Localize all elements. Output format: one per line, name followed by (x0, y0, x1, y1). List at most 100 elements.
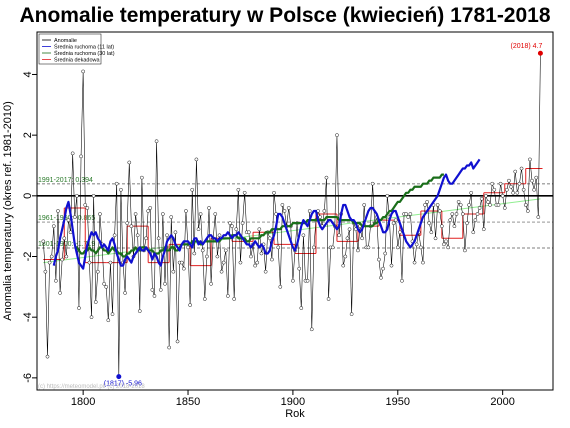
anomaly-line (43, 53, 541, 377)
anomaly-point (167, 345, 171, 350)
anomaly-point (490, 181, 494, 186)
anomaly-point (51, 224, 56, 228)
anomaly-point (54, 278, 58, 283)
anomaly-point (276, 245, 281, 250)
anomaly-point (127, 160, 132, 165)
anomaly-point (398, 230, 402, 235)
anomaly-point (79, 154, 83, 159)
anomaly-point (507, 178, 511, 183)
anomaly-point (200, 248, 205, 253)
anomaly-point (209, 281, 213, 286)
anomaly-point (280, 203, 285, 207)
anomaly-point (425, 200, 429, 204)
y-tick-label: -4 (22, 312, 34, 322)
anomaly-point (110, 312, 115, 316)
anomaly-point (391, 221, 396, 225)
anomaly-point (408, 212, 413, 216)
anomaly-point (362, 203, 367, 207)
anomaly-point (102, 281, 106, 286)
anomaly-point (379, 275, 383, 280)
anomaly-point (93, 300, 98, 304)
axes: 1800 1850 1900 1950 2000 -6 -4 -2 0 2 4 Rok Anomalia… (2, 31, 554, 420)
anomaly-point (66, 218, 71, 222)
anomaly-point (414, 242, 419, 247)
anomaly-point (238, 260, 243, 265)
anomaly-point (108, 260, 113, 265)
anomaly-point (389, 263, 394, 268)
anomaly-point (215, 254, 220, 259)
legend-box (38, 33, 102, 65)
anomaly-point (528, 157, 532, 162)
anomaly-point (427, 221, 432, 225)
anomaly-point (452, 224, 457, 228)
anomaly-point (385, 194, 390, 198)
anomaly-point (454, 212, 459, 216)
anomaly-point (156, 236, 161, 241)
anomaly-layer (41, 51, 543, 379)
anomaly-point (477, 206, 482, 210)
anomaly-point (442, 242, 446, 247)
anomaly-point (106, 318, 111, 323)
anomaly-point (513, 169, 518, 174)
legend-entry: Anomalie (54, 38, 77, 44)
anomaly-point (502, 206, 507, 210)
ma30-layer (74, 173, 444, 258)
anomaly-point (83, 203, 88, 207)
anomaly-point (219, 269, 224, 274)
anomaly-point (148, 206, 153, 210)
anomaly-point (307, 209, 312, 213)
anomaly-point (343, 254, 348, 259)
anomaly-point (500, 194, 505, 198)
anomaly-point (81, 69, 85, 74)
anomaly-point (85, 206, 90, 210)
anomaly-point (129, 224, 134, 228)
anomaly-point (182, 266, 186, 271)
anomaly-point (473, 218, 478, 222)
anomaly-point (456, 200, 461, 204)
anomaly-point (536, 215, 541, 219)
anomaly-point (91, 194, 96, 198)
x-tick-label: 1900 (281, 396, 305, 408)
anomaly-point (335, 133, 339, 137)
anomaly-point (479, 197, 484, 201)
anomaly-point (137, 309, 142, 313)
anomaly-point (481, 227, 486, 232)
anomaly-point (198, 212, 203, 216)
y-tick-label: 2 (22, 132, 34, 138)
anomaly-point (68, 230, 73, 235)
anomaly-point (515, 190, 520, 195)
anomaly-point (89, 315, 94, 320)
x-tick-label: 1950 (386, 396, 410, 408)
anomaly-point (523, 203, 528, 207)
y-tick-label: 0 (22, 193, 34, 199)
anomaly-point (450, 212, 455, 216)
anomaly-point (393, 218, 398, 222)
anomaly-point (496, 203, 501, 207)
anomaly-point (448, 218, 453, 222)
anomaly-point (423, 203, 427, 207)
anomaly-point (232, 297, 236, 301)
ma11-line (52, 158, 481, 270)
anomaly-point (236, 187, 241, 192)
anomaly-point (356, 248, 360, 253)
anomaly-point (433, 236, 438, 241)
anomaly-point (318, 215, 322, 219)
anomaly-point (534, 175, 539, 180)
anomaly-point (87, 260, 92, 265)
anomaly-point (228, 221, 232, 225)
anomaly-point (366, 245, 371, 250)
anomaly-point (458, 203, 463, 207)
plot-frame (36, 31, 554, 391)
anomaly-point (475, 212, 480, 216)
anomaly-point (114, 181, 119, 186)
y-tick-label: 4 (22, 71, 34, 77)
anomaly-point (60, 257, 64, 262)
anomaly-point (345, 236, 350, 241)
anomaly-point (322, 209, 327, 213)
anomaly-point (202, 297, 207, 301)
max-point (537, 50, 543, 56)
anomaly-point (133, 212, 138, 216)
anomaly-point (163, 281, 167, 286)
